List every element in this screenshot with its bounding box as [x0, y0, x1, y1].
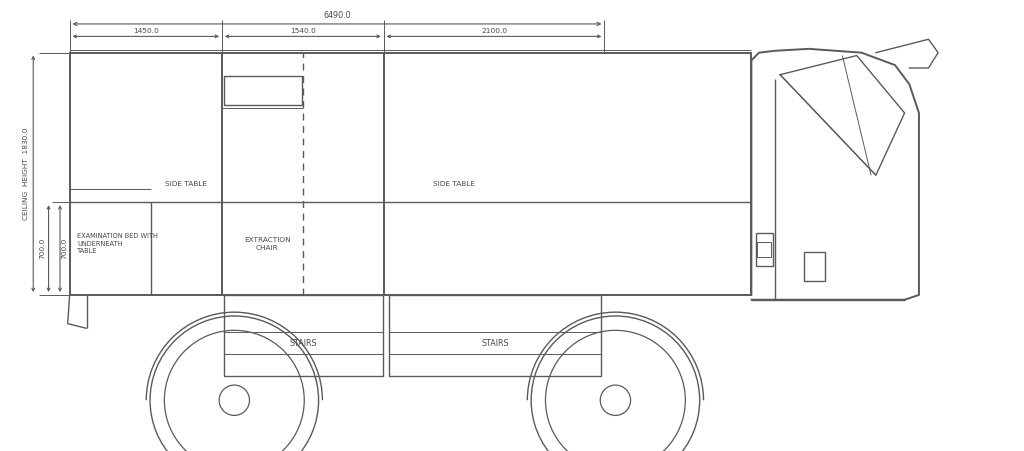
Text: STAIRS: STAIRS [289, 339, 316, 348]
Text: EXAMINATION BED WITH
UNDERNEATH
TABLE: EXAMINATION BED WITH UNDERNEATH TABLE [77, 234, 158, 254]
Bar [757, 242, 770, 257]
Text: STAIRS: STAIRS [481, 339, 509, 348]
Text: CEILING  HEIGHT  1830.0: CEILING HEIGHT 1830.0 [24, 128, 30, 220]
Bar [756, 233, 773, 266]
Text: 700.0: 700.0 [40, 238, 46, 259]
Text: 700.0: 700.0 [61, 238, 67, 259]
Bar [70, 53, 752, 295]
Text: 6490.0: 6490.0 [324, 11, 351, 20]
Text: SIDE TABLE: SIDE TABLE [165, 181, 207, 187]
Text: EXTRACTION
CHAIR: EXTRACTION CHAIR [244, 237, 291, 251]
Bar [223, 295, 383, 376]
Bar [224, 76, 302, 105]
Text: 2100.0: 2100.0 [481, 28, 507, 33]
Text: 1540.0: 1540.0 [290, 28, 315, 33]
Text: 1450.0: 1450.0 [133, 28, 159, 33]
Text: SIDE TABLE: SIDE TABLE [433, 181, 475, 187]
Bar [389, 295, 601, 376]
Bar [804, 252, 825, 281]
